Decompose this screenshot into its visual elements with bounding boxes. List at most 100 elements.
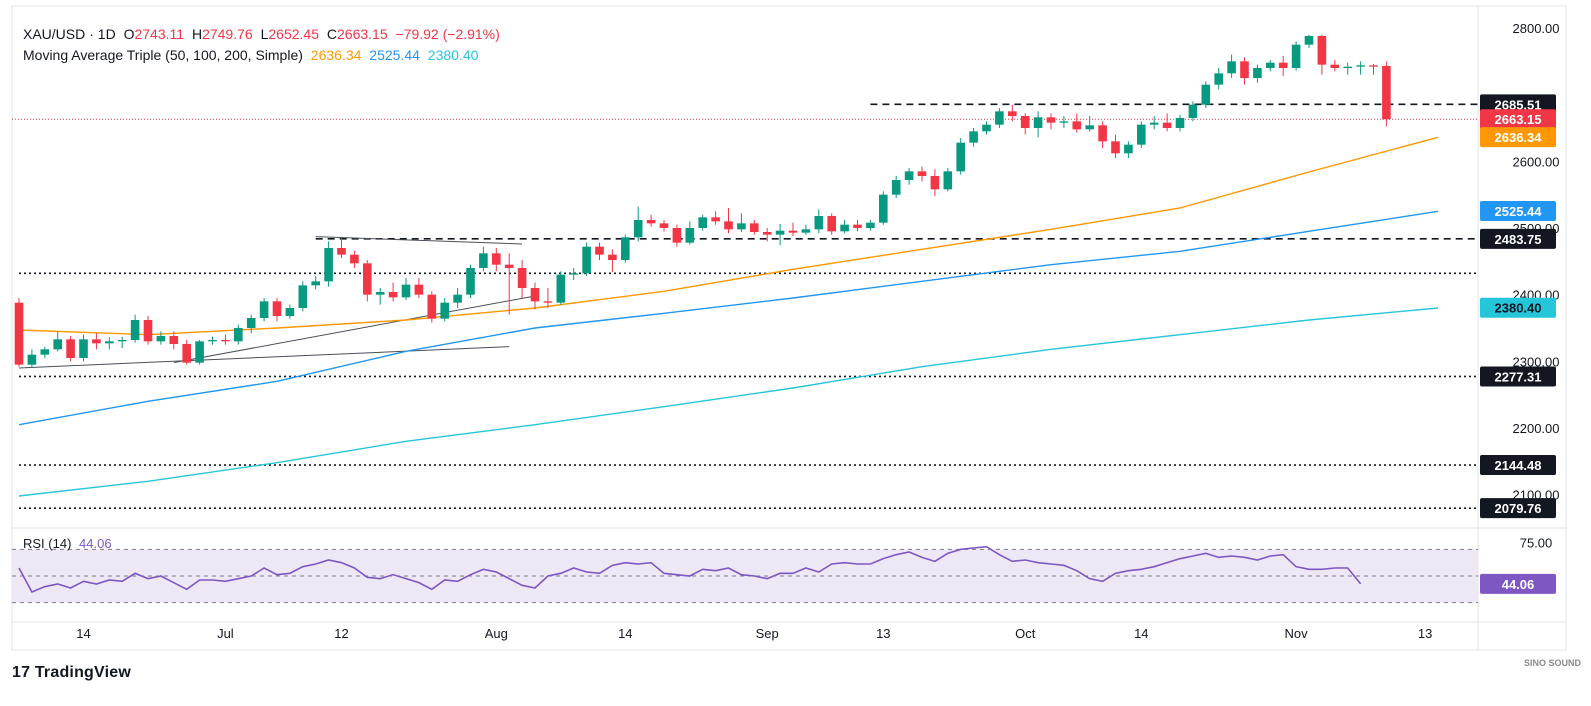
ma200-value: 2380.40 (427, 47, 479, 63)
open-value: 2743.11 (134, 26, 185, 42)
candle (943, 168, 953, 192)
candle (169, 331, 179, 350)
candle-body (801, 229, 811, 233)
candle-body (943, 171, 953, 190)
candle (143, 316, 153, 345)
candle-body (569, 273, 578, 275)
candle-body (724, 221, 733, 230)
candle-body (1098, 125, 1107, 142)
candle (530, 282, 540, 310)
candle-body (711, 217, 720, 222)
candle (1201, 81, 1211, 108)
candle-body (595, 246, 604, 255)
candle (633, 206, 643, 242)
ma-line-ma200 (18, 307, 1439, 497)
price-axis-badge-label: 2380.40 (1495, 301, 1542, 316)
candle (814, 209, 824, 234)
candle-body (504, 264, 514, 268)
candle-body (608, 254, 617, 260)
candle (775, 224, 785, 246)
candle (956, 138, 965, 175)
price-axis-badge (1480, 201, 1556, 222)
candle (195, 340, 204, 365)
candle (53, 331, 62, 352)
candle-body (208, 340, 217, 342)
price-axis-badge-label: 2144.48 (1495, 458, 1542, 473)
candle-body (143, 320, 153, 342)
candle-body (1111, 141, 1120, 154)
price-axis-badge (1480, 498, 1556, 519)
candle (414, 278, 424, 298)
candle-body (582, 246, 591, 274)
candle-body (1085, 125, 1094, 130)
candle-body (750, 223, 759, 232)
candle (737, 213, 746, 232)
candle-body (1343, 66, 1352, 68)
candle (698, 214, 707, 231)
candle (401, 278, 411, 300)
candle (840, 220, 849, 234)
candle-body (79, 339, 88, 358)
candle (14, 298, 24, 367)
candle-body (1278, 62, 1288, 68)
candle (1278, 56, 1288, 76)
candle (853, 220, 862, 232)
candle (130, 314, 140, 343)
candle (1020, 113, 1030, 135)
candle (1188, 101, 1198, 122)
candle-body (466, 268, 475, 295)
ma-line-ma50 (18, 136, 1439, 336)
time-tick-label: 13 (1418, 626, 1432, 641)
candle-body (1046, 117, 1056, 123)
trendline (18, 346, 510, 369)
time-tick-label: Aug (485, 626, 508, 641)
candle-body (453, 294, 462, 303)
candle (582, 242, 591, 276)
candle (595, 242, 604, 260)
tradingview-logo[interactable]: 17 TradingView (12, 664, 131, 682)
rsi-legend: RSI (14) 44.06 (23, 536, 116, 551)
ma-legend: Moving Average Triple (50, 100, 200, Sim… (23, 47, 482, 63)
candle-body (853, 224, 862, 228)
candle (1330, 60, 1340, 72)
candle-body (762, 232, 772, 235)
time-tick-label: Sep (756, 626, 779, 641)
candle (1227, 54, 1236, 78)
candle (350, 250, 359, 268)
candle-body (117, 340, 127, 342)
price-tick-label: 2800.00 (1513, 21, 1560, 36)
chart-frame (11, 5, 1567, 651)
candle-body (92, 339, 101, 344)
time-tick-label: 14 (1134, 626, 1148, 641)
candle (659, 220, 669, 232)
candle (1356, 61, 1365, 75)
price-axis-badge-label: 2636.34 (1495, 130, 1543, 145)
candle-body (14, 302, 24, 365)
candle (156, 331, 166, 345)
time-tick-label: 13 (876, 626, 890, 641)
candle (866, 220, 875, 231)
candle (711, 211, 720, 225)
candle-body (827, 216, 836, 232)
time-tick-label: Jul (217, 626, 234, 641)
candle-body (788, 230, 798, 233)
candle (1149, 116, 1159, 130)
candle-body (1317, 36, 1327, 65)
candle (1046, 113, 1056, 130)
close-label: C (326, 26, 337, 42)
candle (1343, 62, 1352, 75)
candle (827, 213, 836, 235)
candle-body (1266, 62, 1275, 68)
candle (1382, 61, 1391, 127)
candle (79, 334, 88, 362)
candle-body (646, 220, 656, 224)
candle (66, 336, 75, 362)
candle-body (659, 223, 669, 228)
candle-body (479, 253, 488, 268)
rsi-label: RSI (14) (23, 536, 72, 551)
candle-body (672, 228, 682, 243)
candle (40, 346, 50, 358)
candle-body (1149, 122, 1159, 125)
